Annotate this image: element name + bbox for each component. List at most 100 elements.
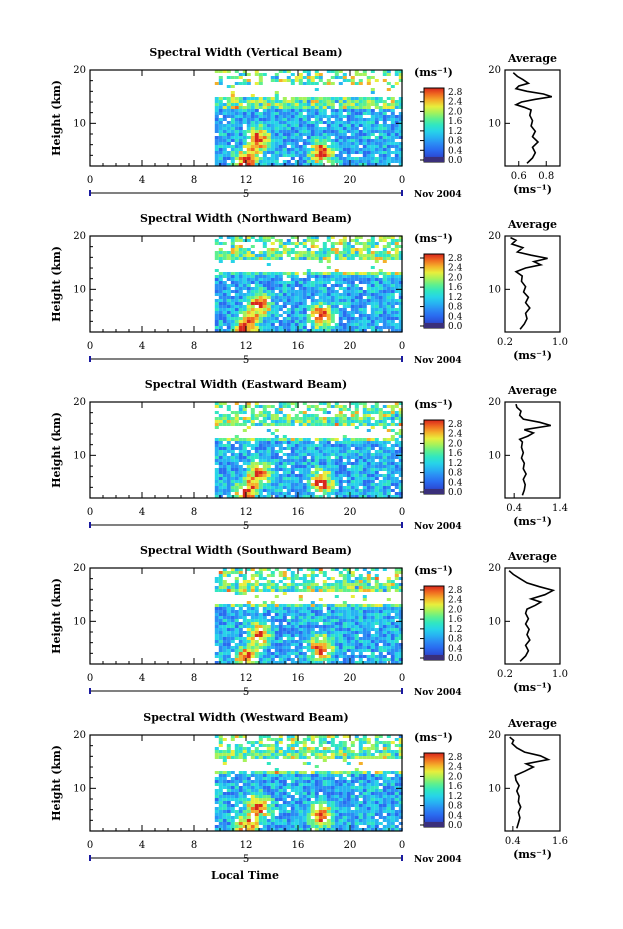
average-x-tick-label: 0.6: [511, 171, 527, 182]
day-marker: 5: [243, 521, 249, 532]
panel-title: Spectral Width (Southward Beam): [140, 544, 352, 557]
average-xlabel: (ms⁻¹): [513, 515, 552, 528]
x-tick-label: 0: [87, 840, 93, 851]
colorbar-tick-label: 2.0: [448, 107, 463, 117]
average-title: Average: [507, 717, 557, 730]
average-title: Average: [507, 384, 557, 397]
average-xlabel: (ms⁻¹): [513, 349, 552, 362]
average-x-tick-label: 0.2: [497, 337, 513, 348]
average-y-tick-label: 10: [488, 783, 501, 794]
y-tick-label: 20: [73, 397, 86, 408]
colorbar-tick-label: 1.2: [448, 625, 462, 635]
x-tick-label: 0: [399, 840, 405, 851]
x-tick-label: 16: [292, 673, 305, 684]
colorbar-tick-label: 0.0: [448, 654, 463, 664]
average-frame: [504, 567, 561, 665]
average-y-tick-label: 20: [488, 65, 501, 76]
colorbar-tick-label: 0.8: [448, 137, 463, 147]
colorbar-unit: (ms⁻¹): [414, 66, 453, 79]
average-profile-line: [508, 570, 556, 662]
x-tick-label: 0: [87, 673, 93, 684]
x-tick-label: 0: [87, 175, 93, 186]
day-marker: 5: [243, 189, 249, 200]
colorbar-tick-label: 0.4: [448, 644, 463, 654]
colorbar-tick-label: 2.4: [448, 264, 463, 274]
colorbar-unit: (ms⁻¹): [414, 731, 453, 744]
x-axis-label: Local Time: [211, 869, 279, 882]
colorbar-base: [424, 323, 444, 328]
x-tick-label: 12: [240, 507, 253, 518]
day-marker: 5: [243, 854, 249, 865]
x-tick-label: 8: [191, 840, 197, 851]
panels: Spectral Width (Vertical Beam) 10 20 0 4 8 12 1…: [50, 46, 568, 865]
colorbar-tick-label: 1.6: [448, 283, 463, 293]
y-tick-label: 10: [73, 783, 86, 794]
y-tick-label: 20: [73, 65, 86, 76]
average-title: Average: [507, 218, 557, 231]
x-tick-label: 0: [87, 507, 93, 518]
x-tick-label: 4: [139, 840, 145, 851]
colorbar-tick-label: 0.8: [448, 802, 463, 812]
x-tick-label: 8: [191, 341, 197, 352]
x-tick-label: 0: [399, 673, 405, 684]
colorbar: [423, 752, 445, 828]
colorbar-base: [424, 655, 444, 660]
colorbar-tick-label: 2.4: [448, 430, 463, 440]
average-xlabel: (ms⁻¹): [513, 848, 552, 861]
colorbar-tick-label: 1.2: [448, 459, 462, 469]
average-y-tick-label: 20: [488, 231, 501, 242]
x-tick-label: 16: [292, 840, 305, 851]
colorbar-tick-label: 2.4: [448, 596, 463, 606]
panel-title: Spectral Width (Eastward Beam): [145, 378, 347, 391]
x-tick-label: 4: [139, 175, 145, 186]
colorbar-tick-label: 1.6: [448, 615, 463, 625]
colorbar-tick-label: 2.4: [448, 763, 463, 773]
x-tick-label: 0: [87, 341, 93, 352]
colorbar-unit: (ms⁻¹): [414, 232, 453, 245]
heatmap-cells: [214, 402, 403, 498]
panel-title: Spectral Width (Vertical Beam): [149, 46, 342, 59]
y-axis-label: Height (km): [50, 412, 63, 488]
colorbar-unit: (ms⁻¹): [414, 398, 453, 411]
date-label: Nov 2004: [414, 855, 462, 865]
y-axis-label: Height (km): [50, 578, 63, 654]
average-x-tick-label: 0.4: [506, 503, 522, 514]
average-xlabel: (ms⁻¹): [513, 681, 552, 694]
x-tick-label: 20: [344, 507, 357, 518]
average-y-tick-label: 10: [488, 284, 501, 295]
colorbar-base: [424, 489, 444, 494]
average-frame: [504, 235, 561, 333]
colorbar-tick-label: 0.8: [448, 303, 463, 313]
colorbar: [423, 253, 445, 329]
average-title: Average: [507, 52, 557, 65]
average-y-tick-label: 20: [488, 563, 501, 574]
colorbar-tick-label: 1.2: [448, 792, 462, 802]
panel-0: Spectral Width (Vertical Beam) 10 20 0 4 8 12 1…: [50, 46, 561, 200]
day-marker: 5: [243, 355, 249, 366]
y-axis-label: Height (km): [50, 246, 63, 322]
average-frame: [504, 401, 561, 499]
average-x-tick-label: 0.8: [538, 171, 554, 182]
average-x-tick-label: 1.0: [552, 337, 568, 348]
date-label: Nov 2004: [414, 522, 462, 532]
panel-3: Spectral Width (Southward Beam) 10 20 0 4 8 12…: [50, 544, 568, 698]
average-y-tick-label: 20: [488, 730, 501, 741]
heatmap-cells: [214, 70, 403, 166]
y-tick-label: 10: [73, 284, 86, 295]
panel-2: Spectral Width (Eastward Beam) 10 20 0 4 8 12 1…: [50, 378, 568, 532]
average-profile-line: [512, 72, 553, 164]
average-frame: [504, 69, 561, 167]
colorbar-tick-label: 1.2: [448, 127, 462, 137]
average-x-tick-label: 1.0: [552, 669, 568, 680]
colorbar-tick-label: 0.0: [448, 322, 463, 332]
x-tick-label: 16: [292, 341, 305, 352]
colorbar-tick-label: 0.0: [448, 821, 463, 831]
colorbar-tick-label: 2.8: [448, 420, 463, 430]
x-tick-label: 16: [292, 507, 305, 518]
average-profile-line: [515, 403, 552, 496]
colorbar: [423, 87, 445, 163]
colorbar-tick-label: 2.8: [448, 254, 463, 264]
colorbar-tick-label: 0.4: [448, 811, 463, 821]
y-tick-label: 20: [73, 730, 86, 741]
